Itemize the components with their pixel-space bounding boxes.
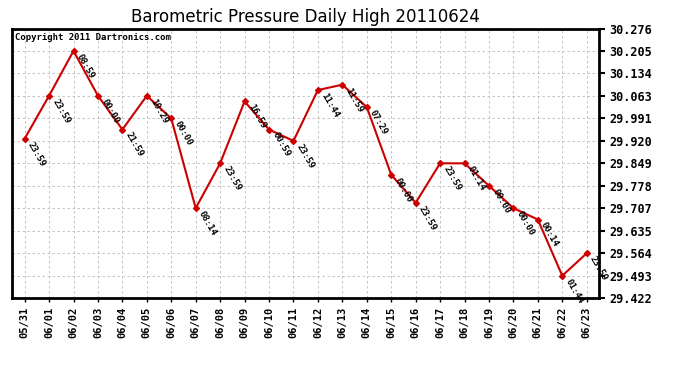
Title: Barometric Pressure Daily High 20110624: Barometric Pressure Daily High 20110624 [131,8,480,26]
Text: 01:14: 01:14 [466,165,487,192]
Text: 08:14: 08:14 [197,210,218,237]
Text: 08:59: 08:59 [75,52,96,80]
Text: Copyright 2011 Dartronics.com: Copyright 2011 Dartronics.com [15,33,171,42]
Text: 11:44: 11:44 [319,92,340,119]
Text: 00:00: 00:00 [393,176,414,204]
Text: 23:59: 23:59 [26,140,47,168]
Text: 01:44: 01:44 [564,277,585,305]
Text: 23:59: 23:59 [221,165,243,192]
Text: 11:59: 11:59 [344,86,365,114]
Text: 23:59: 23:59 [442,165,463,192]
Text: 00:00: 00:00 [99,97,121,125]
Text: 00:00: 00:00 [491,187,511,215]
Text: 23:59: 23:59 [417,204,438,232]
Text: 21:59: 21:59 [124,131,145,159]
Text: 00:00: 00:00 [515,210,536,237]
Text: 16:59: 16:59 [246,103,267,130]
Text: 00:59: 00:59 [270,131,292,159]
Text: 23:59: 23:59 [588,255,609,282]
Text: 00:00: 00:00 [172,120,194,148]
Text: 23:59: 23:59 [50,97,72,125]
Text: 10:29: 10:29 [148,97,170,125]
Text: 07:29: 07:29 [368,108,389,136]
Text: 23:59: 23:59 [295,142,316,170]
Text: 00:14: 00:14 [539,221,560,249]
